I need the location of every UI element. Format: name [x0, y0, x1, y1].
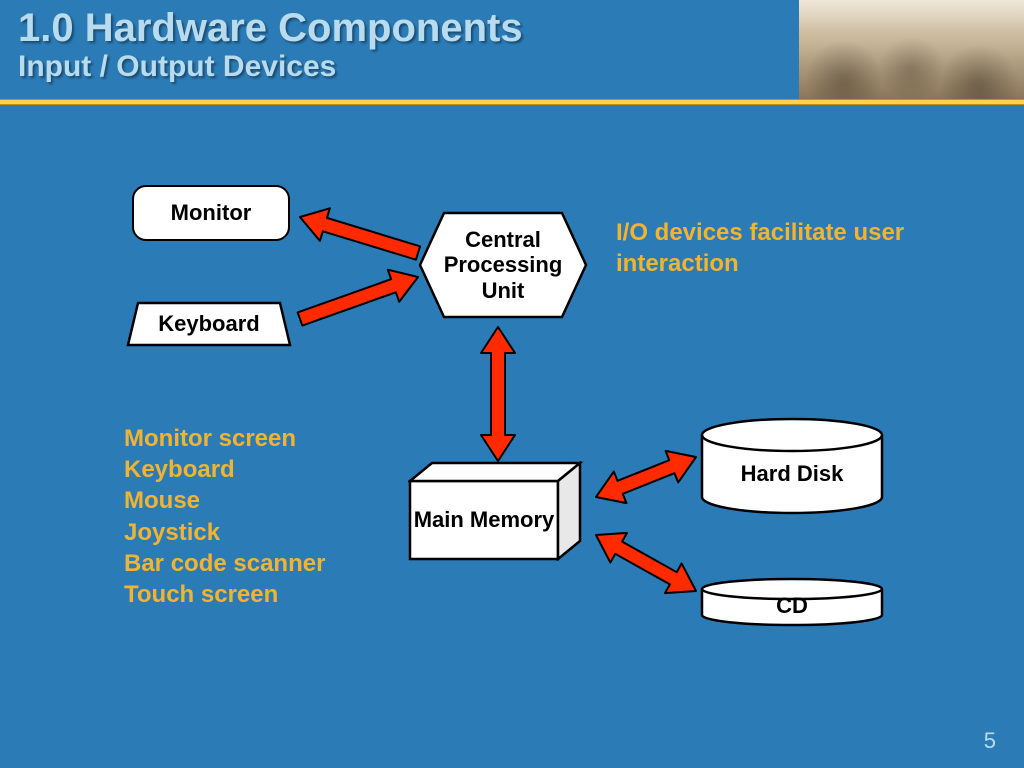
- device-list-item: Touch screen: [124, 579, 325, 610]
- page-number: 5: [984, 728, 996, 754]
- device-list-item: Monitor screen: [124, 423, 325, 454]
- node-memory: Main Memory: [408, 461, 600, 561]
- header-decorative-image: [799, 0, 1024, 99]
- device-list-item: Bar code scanner: [124, 548, 325, 579]
- caption-io: I/O devices facilitate user interaction: [616, 217, 976, 279]
- node-cpu-label: Central Processing Unit: [432, 227, 574, 303]
- node-monitor-label: Monitor: [171, 200, 252, 225]
- device-list: Monitor screen Keyboard Mouse Joystick B…: [124, 423, 325, 610]
- node-monitor: Monitor: [132, 185, 290, 241]
- node-harddisk-label: Hard Disk: [741, 461, 844, 487]
- device-list-item: Mouse: [124, 485, 325, 516]
- node-harddisk: Hard Disk: [698, 417, 886, 515]
- node-cpu: Central Processing Unit: [418, 211, 588, 319]
- node-cd-label: CD: [776, 593, 808, 619]
- slide-body: Monitor Keyboard Central Processing Unit…: [0, 105, 1024, 768]
- device-list-item: Keyboard: [124, 454, 325, 485]
- device-list-item: Joystick: [124, 517, 325, 548]
- node-memory-label: Main Memory: [414, 507, 555, 532]
- slide-header: 1.0 Hardware Components Input / Output D…: [0, 0, 1024, 105]
- node-cd: CD: [698, 577, 886, 627]
- node-keyboard: Keyboard: [126, 301, 292, 347]
- node-keyboard-label: Keyboard: [158, 311, 259, 337]
